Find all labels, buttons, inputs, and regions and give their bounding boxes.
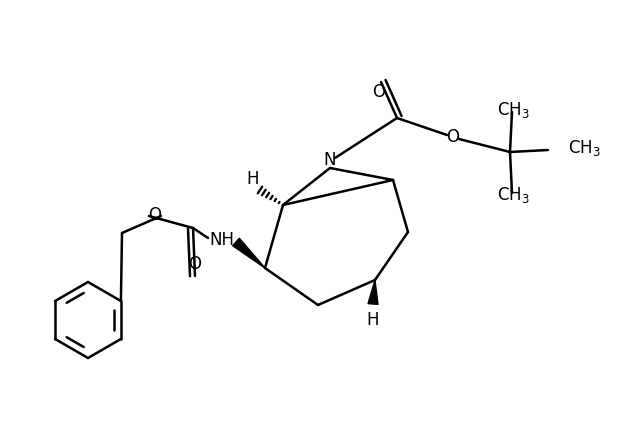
Text: O: O [372,83,385,101]
Text: O: O [447,128,460,146]
Text: CH$_3$: CH$_3$ [568,138,601,158]
Text: O: O [189,255,202,273]
Text: O: O [148,206,161,224]
Text: CH$_3$: CH$_3$ [497,100,529,120]
Text: N: N [324,151,336,169]
Text: CH$_3$: CH$_3$ [497,185,529,205]
Polygon shape [368,280,378,304]
Polygon shape [233,238,265,268]
Text: H: H [247,170,259,188]
Text: H: H [367,311,380,329]
Text: NH: NH [209,231,234,249]
